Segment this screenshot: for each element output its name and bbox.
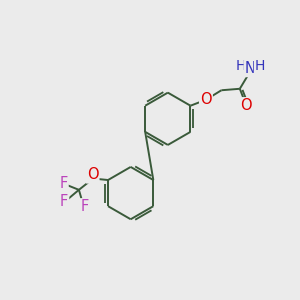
Text: H: H: [235, 59, 246, 73]
Text: N: N: [245, 61, 256, 76]
Text: H: H: [255, 59, 265, 73]
Text: F: F: [81, 199, 89, 214]
Text: O: O: [87, 167, 98, 182]
Text: O: O: [240, 98, 252, 113]
Text: F: F: [59, 176, 68, 191]
Text: F: F: [60, 194, 68, 209]
Text: O: O: [200, 92, 212, 107]
